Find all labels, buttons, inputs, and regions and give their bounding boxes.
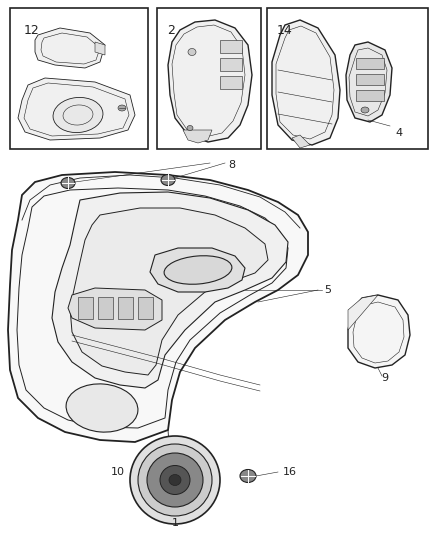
Polygon shape: [95, 42, 105, 55]
Ellipse shape: [130, 436, 220, 524]
Ellipse shape: [187, 125, 193, 131]
Polygon shape: [348, 295, 378, 330]
Bar: [220, 76, 242, 89]
Bar: [220, 58, 242, 71]
Ellipse shape: [161, 174, 175, 185]
Text: 1: 1: [172, 518, 179, 528]
Polygon shape: [35, 28, 105, 68]
Text: 12: 12: [24, 24, 40, 37]
Bar: [138, 297, 153, 319]
Ellipse shape: [66, 384, 138, 432]
Text: 5: 5: [325, 285, 332, 295]
Ellipse shape: [164, 256, 232, 284]
Ellipse shape: [169, 474, 181, 486]
Ellipse shape: [61, 177, 75, 189]
Polygon shape: [18, 78, 135, 140]
Text: 14: 14: [277, 24, 293, 37]
Ellipse shape: [118, 105, 126, 111]
Text: 16: 16: [283, 467, 297, 477]
Text: 9: 9: [381, 373, 389, 383]
Text: 8: 8: [229, 160, 236, 170]
Polygon shape: [150, 248, 245, 292]
Bar: [356, 90, 384, 101]
Bar: [356, 74, 384, 85]
Bar: [220, 40, 242, 53]
Bar: [356, 58, 384, 69]
Bar: [267, 8, 428, 149]
Bar: [10, 8, 148, 149]
Polygon shape: [183, 130, 212, 143]
Ellipse shape: [138, 444, 212, 516]
Text: 2: 2: [167, 24, 175, 37]
Ellipse shape: [361, 107, 369, 113]
Polygon shape: [8, 172, 308, 442]
Ellipse shape: [147, 453, 203, 507]
Ellipse shape: [53, 98, 103, 133]
Text: 10: 10: [111, 467, 125, 477]
Polygon shape: [168, 20, 252, 142]
Bar: [118, 297, 133, 319]
Polygon shape: [272, 20, 340, 145]
Bar: [98, 297, 113, 319]
Bar: [157, 8, 261, 149]
Bar: [78, 297, 93, 319]
Ellipse shape: [160, 465, 190, 495]
Ellipse shape: [240, 470, 256, 482]
Polygon shape: [346, 42, 392, 122]
Polygon shape: [348, 295, 410, 368]
Text: 4: 4: [395, 128, 402, 138]
Polygon shape: [70, 208, 268, 375]
Polygon shape: [292, 135, 310, 148]
Polygon shape: [68, 288, 162, 330]
Polygon shape: [52, 192, 288, 388]
Ellipse shape: [188, 49, 196, 55]
